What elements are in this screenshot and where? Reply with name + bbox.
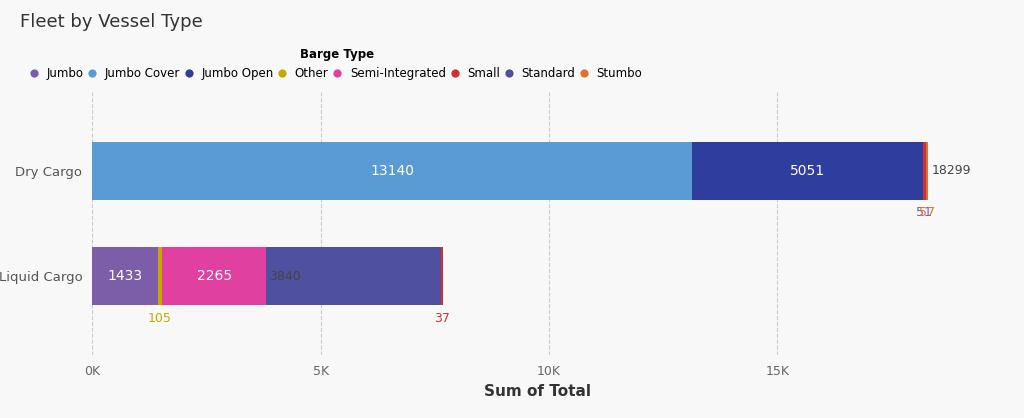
X-axis label: Sum of Total: Sum of Total xyxy=(484,384,591,399)
Text: Fleet by Vessel Type: Fleet by Vessel Type xyxy=(20,13,203,31)
Text: 51: 51 xyxy=(916,206,932,219)
Text: 105: 105 xyxy=(148,311,172,325)
Legend: Jumbo, Jumbo Cover, Jumbo Open, Other, Semi-Integrated, Small, Standard, Stumbo: Jumbo, Jumbo Cover, Jumbo Open, Other, S… xyxy=(27,43,647,85)
Bar xyxy=(924,142,926,200)
Bar xyxy=(926,142,928,200)
Text: 1433: 1433 xyxy=(108,269,142,283)
Bar xyxy=(158,247,163,305)
Text: 5051: 5051 xyxy=(791,164,825,178)
Text: 57: 57 xyxy=(919,206,935,219)
Bar xyxy=(92,247,158,305)
Bar xyxy=(163,247,266,305)
Text: 13140: 13140 xyxy=(371,164,415,178)
Bar xyxy=(92,142,692,200)
Bar xyxy=(692,142,924,200)
Text: 2265: 2265 xyxy=(197,269,231,283)
Bar xyxy=(441,247,443,305)
Text: 3840: 3840 xyxy=(269,270,301,283)
Bar xyxy=(266,247,441,305)
Text: 37: 37 xyxy=(434,311,451,325)
Text: 18299: 18299 xyxy=(932,164,972,178)
